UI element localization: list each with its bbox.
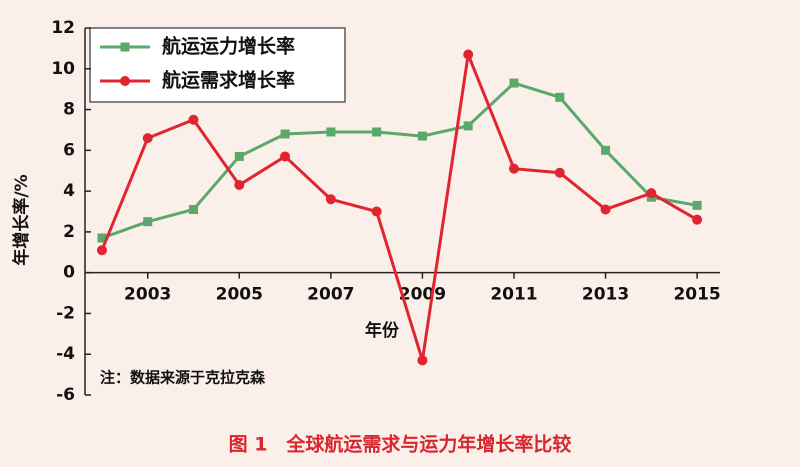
point (188, 114, 199, 125)
point (554, 167, 565, 178)
point (646, 188, 657, 199)
legend-label: 航运运力增长率 (162, 35, 295, 58)
point (692, 214, 703, 225)
y-tick-label: 10 (51, 59, 75, 79)
x-axis-label: 年份 (365, 320, 400, 341)
point (97, 233, 107, 243)
point (417, 355, 428, 366)
y-axis-label: 年增长率/% (11, 174, 32, 265)
point (326, 127, 336, 137)
point (234, 179, 245, 190)
point (371, 206, 382, 217)
note: 注：数据来源于克拉克森 (100, 369, 266, 387)
legend-box (89, 27, 346, 103)
point (143, 217, 153, 227)
legend-marker (120, 42, 130, 52)
y-tick-label: 12 (51, 18, 75, 38)
point (463, 121, 473, 131)
y-tick-label: -4 (56, 344, 75, 364)
y-tick-label: -2 (56, 303, 75, 323)
y-tick-label: 0 (63, 263, 75, 283)
series-line (100, 48, 698, 361)
x-tick-label: 2005 (216, 285, 263, 305)
point (508, 163, 519, 174)
series-line (101, 81, 698, 240)
y-tick-label: 8 (63, 100, 75, 120)
point (189, 204, 199, 214)
point (234, 151, 244, 161)
y-tick-label: 6 (63, 140, 75, 160)
point (692, 200, 702, 210)
point (601, 145, 611, 155)
caption: 图 1 全球航运需求与运力年增长率比较 (229, 433, 572, 456)
point (325, 194, 336, 205)
y-tick-label: 4 (63, 181, 75, 201)
x-tick-label: 2015 (673, 285, 720, 305)
point (372, 127, 382, 137)
point (142, 133, 153, 144)
point (509, 78, 519, 88)
x-tick-label: 2007 (307, 285, 354, 305)
point (280, 151, 291, 162)
legend-marker (120, 76, 130, 86)
x-tick-label: 2011 (490, 285, 537, 305)
x-tick-label: 2013 (582, 285, 629, 305)
y-tick-label: 2 (63, 222, 75, 242)
point (417, 131, 427, 141)
point (463, 49, 474, 60)
y-tick-label: -6 (56, 385, 75, 405)
point (96, 245, 107, 256)
point (280, 129, 290, 139)
legend-label: 航运需求增长率 (162, 69, 295, 92)
point (600, 204, 611, 215)
point (555, 92, 565, 102)
x-tick-label: 2003 (124, 285, 171, 305)
